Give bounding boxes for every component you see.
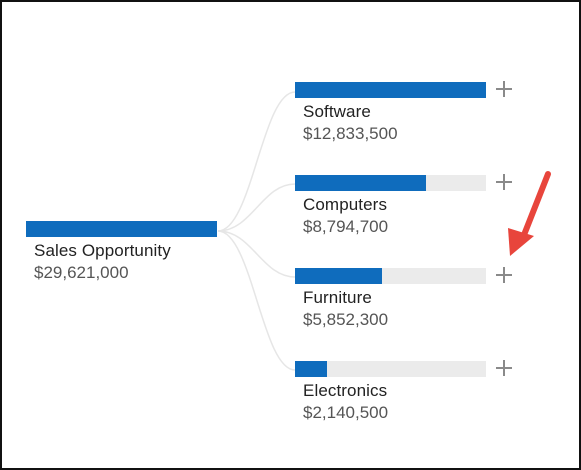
plus-icon[interactable]: [496, 174, 512, 190]
connector-software: [217, 91, 296, 232]
connector-furniture: [217, 230, 296, 278]
plus-icon[interactable]: [496, 360, 512, 376]
bar-track: [295, 361, 486, 377]
node-furniture[interactable]: Furniture $5,852,300: [295, 268, 486, 330]
plus-icon[interactable]: [496, 81, 512, 97]
bar-fill: [295, 361, 327, 377]
bar-track: [295, 82, 486, 98]
node-value: $8,794,700: [303, 217, 389, 236]
node-label: Furniture: [303, 288, 372, 307]
bar-fill: [295, 175, 426, 191]
node-label: Electronics: [303, 381, 388, 400]
root-node[interactable]: Sales Opportunity $29,621,000: [26, 221, 217, 283]
bar-fill: [295, 268, 383, 284]
root-value: $29,621,000: [34, 263, 129, 282]
node-label: Computers: [303, 195, 388, 214]
node-value: $2,140,500: [303, 403, 389, 422]
bar-track: [295, 268, 486, 284]
plus-icon[interactable]: [496, 267, 512, 283]
node-electronics[interactable]: Electronics $2,140,500: [295, 361, 486, 423]
node-value: $5,852,300: [303, 310, 389, 329]
node-label: Software: [303, 102, 371, 121]
bar-track: [295, 175, 486, 191]
connector-computers: [217, 183, 296, 232]
connector-electronics: [217, 230, 296, 371]
node-value: $12,833,500: [303, 124, 398, 143]
bar-fill: [295, 82, 486, 98]
root-bar: [26, 221, 217, 237]
root-label: Sales Opportunity: [34, 241, 171, 260]
node-computers[interactable]: Computers $8,794,700: [295, 175, 486, 237]
node-software[interactable]: Software $12,833,500: [295, 82, 486, 144]
